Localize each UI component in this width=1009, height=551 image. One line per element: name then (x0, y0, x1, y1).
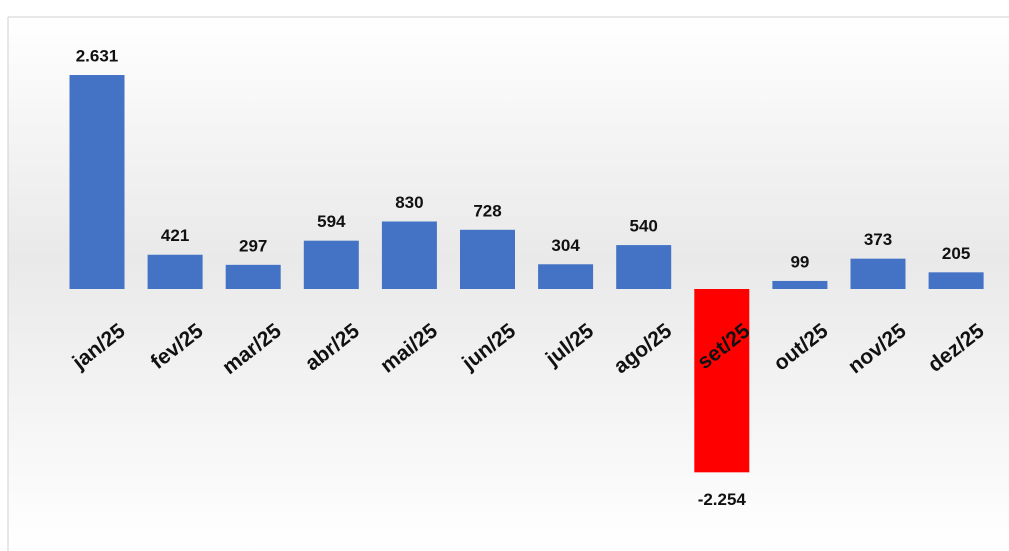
bar (303, 240, 359, 289)
bar (147, 254, 203, 289)
data-label: 540 (630, 217, 658, 236)
data-label: 421 (161, 226, 189, 245)
bar (538, 264, 594, 289)
bar (772, 280, 828, 289)
data-label: 99 (790, 252, 809, 271)
bar (850, 258, 906, 289)
data-label: 594 (317, 212, 346, 231)
bar (225, 264, 281, 289)
data-label: 728 (473, 201, 501, 220)
data-label: 830 (395, 193, 423, 212)
data-label: 205 (942, 244, 970, 263)
data-label: 304 (551, 236, 580, 255)
bar (381, 221, 437, 289)
bar (616, 245, 672, 289)
bar (694, 289, 750, 473)
bar (460, 229, 515, 289)
data-label: 297 (239, 236, 267, 255)
data-label: -2.254 (698, 490, 747, 509)
data-label: 373 (864, 230, 892, 249)
bar (928, 272, 984, 289)
bar (69, 75, 125, 290)
data-label: 2.631 (76, 46, 119, 65)
